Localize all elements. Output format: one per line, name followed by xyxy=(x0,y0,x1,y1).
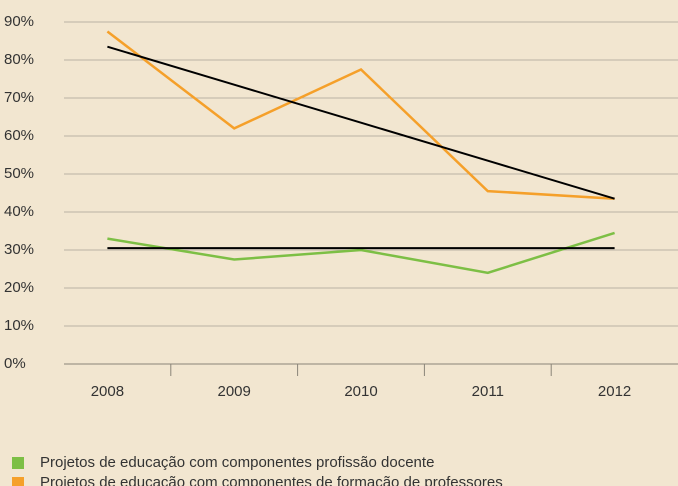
y-tick-label: 30% xyxy=(4,241,34,258)
x-tick-label: 2008 xyxy=(91,383,124,400)
y-tick-label: 40% xyxy=(4,203,34,220)
y-tick-label: 70% xyxy=(4,89,34,106)
y-tick-label: 0% xyxy=(4,355,26,372)
y-tick-label: 50% xyxy=(4,165,34,182)
x-tick-label: 2009 xyxy=(218,383,251,400)
series-line xyxy=(106,30,615,200)
y-tick-label: 20% xyxy=(4,279,34,296)
y-tick-label: 10% xyxy=(4,317,34,334)
legend-label: Projetos de educação com componentes pro… xyxy=(40,454,434,471)
legend-label: Projetos de educação com componentes de … xyxy=(40,474,503,486)
y-tick-label: 80% xyxy=(4,51,34,68)
x-tick-label: 2010 xyxy=(344,383,377,400)
y-tick-label: 60% xyxy=(4,127,34,144)
legend-swatch xyxy=(12,477,24,486)
x-tick-label: 2011 xyxy=(472,383,504,400)
series-line xyxy=(107,231,615,275)
x-tick-label: 2012 xyxy=(598,383,631,400)
trend-line xyxy=(107,45,615,200)
y-tick-label: 90% xyxy=(4,13,34,30)
legend-swatch xyxy=(12,457,24,469)
